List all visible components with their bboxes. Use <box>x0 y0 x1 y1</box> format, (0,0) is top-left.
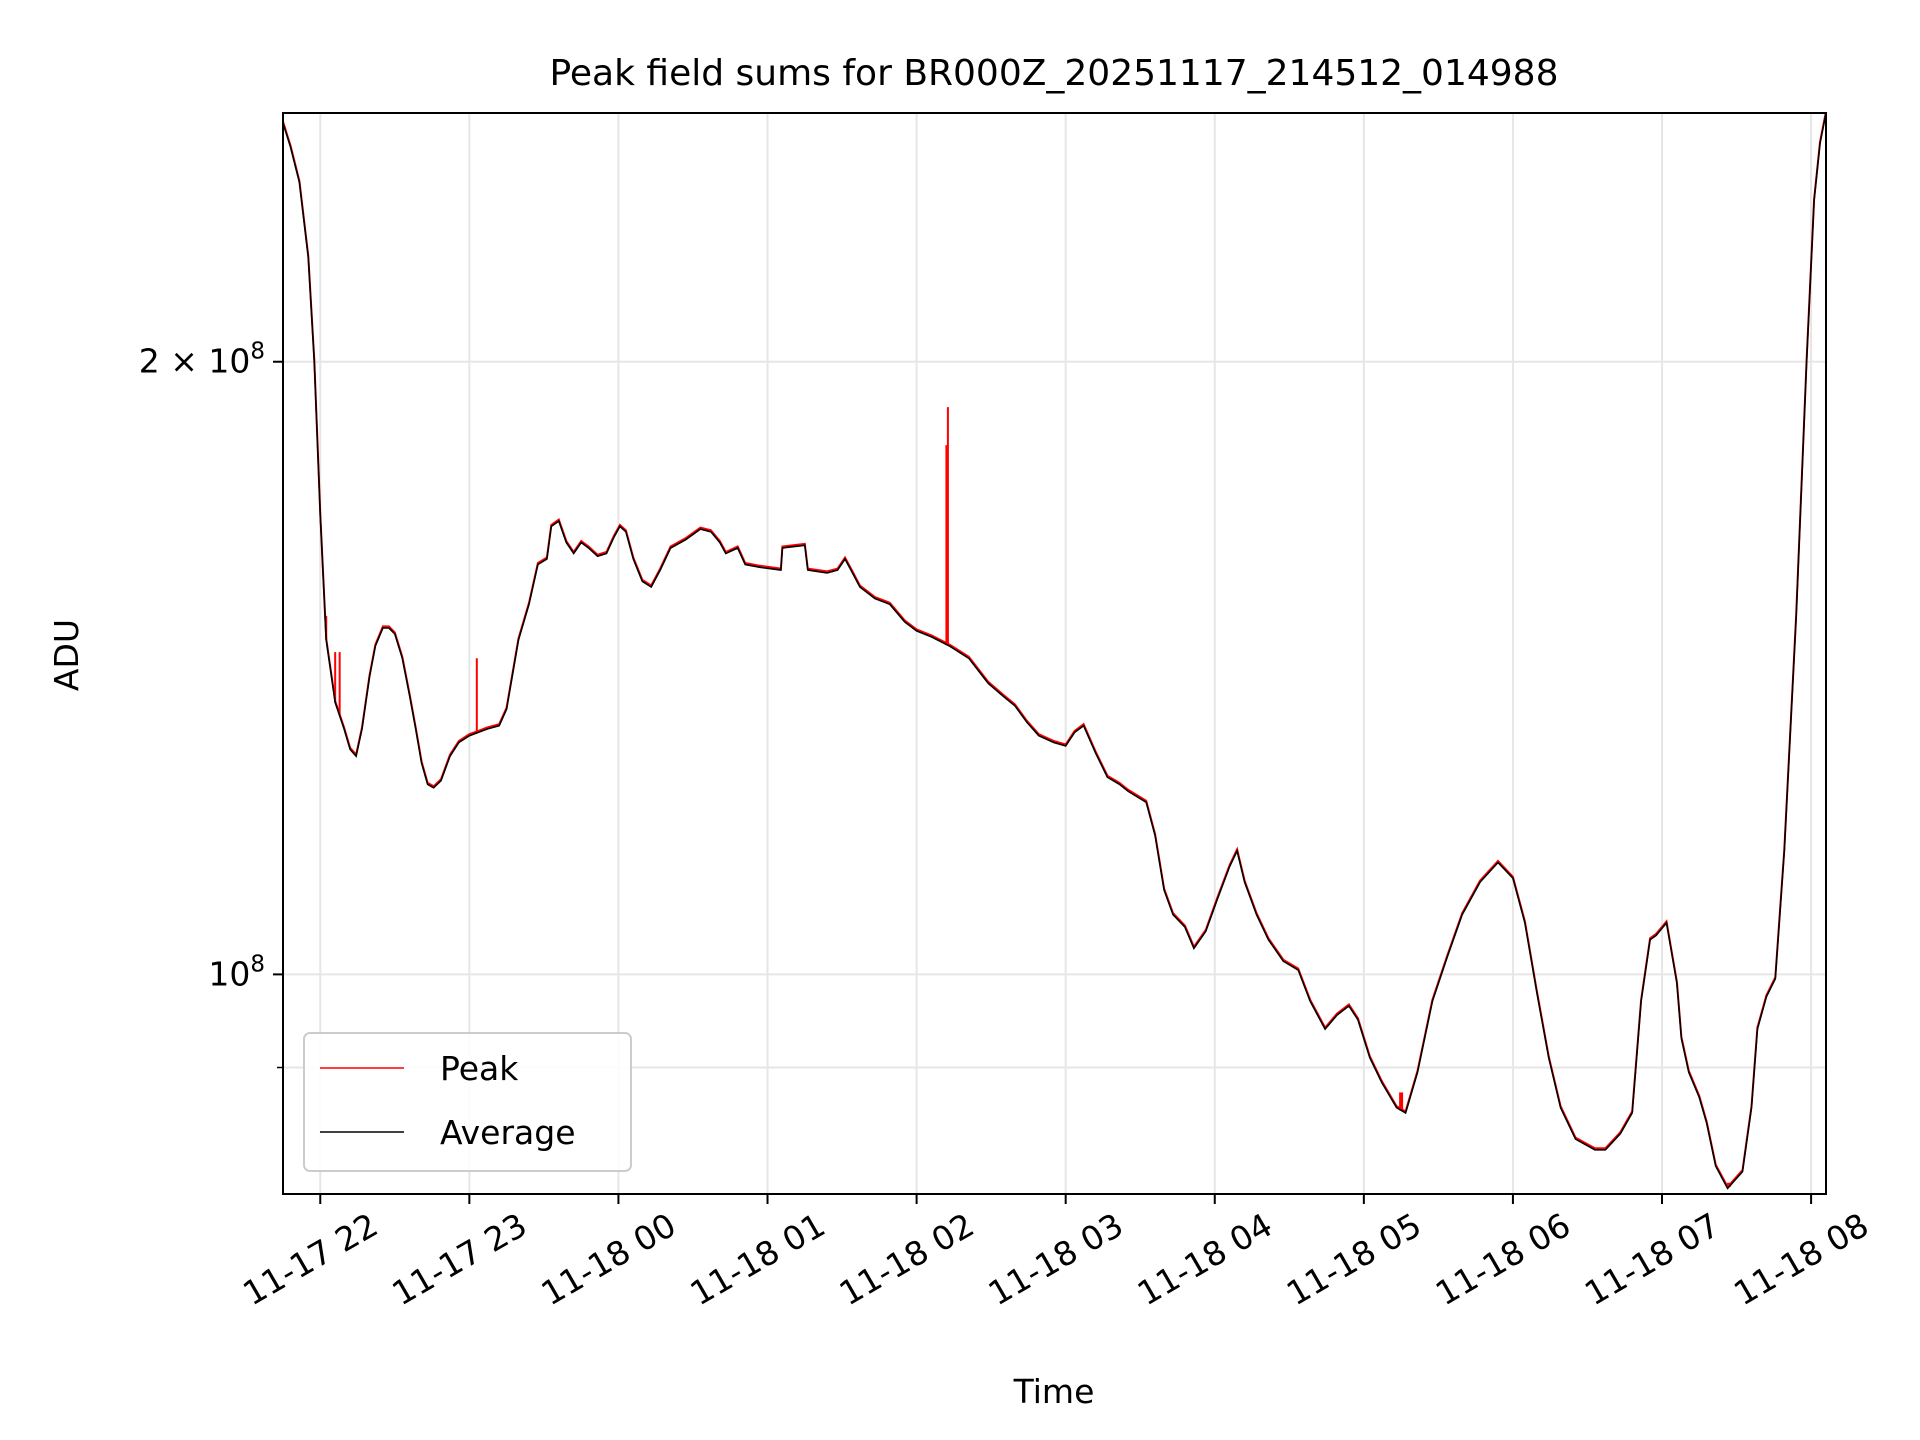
legend-label-peak: Peak <box>440 1049 519 1088</box>
legend: Peak Average <box>303 1032 632 1172</box>
y-tick-label: 108 <box>208 951 265 993</box>
series-layer <box>283 113 1826 1190</box>
y-tick-label: 2 × 108 <box>139 339 265 381</box>
y-axis-label: ADU <box>47 619 86 691</box>
x-axis-label: Time <box>1013 1372 1095 1411</box>
legend-label-average: Average <box>440 1113 576 1152</box>
chart-title: Peak field sums for BR000Z_20251117_2145… <box>549 53 1558 94</box>
series-group <box>283 113 1826 1190</box>
y-axis-ticks: 108 2 × 108 <box>139 339 283 1069</box>
peak-series-line <box>283 113 1826 1189</box>
plot-frame <box>282 112 1827 1195</box>
average-series-line <box>283 113 1826 1190</box>
grid <box>283 113 1826 1194</box>
